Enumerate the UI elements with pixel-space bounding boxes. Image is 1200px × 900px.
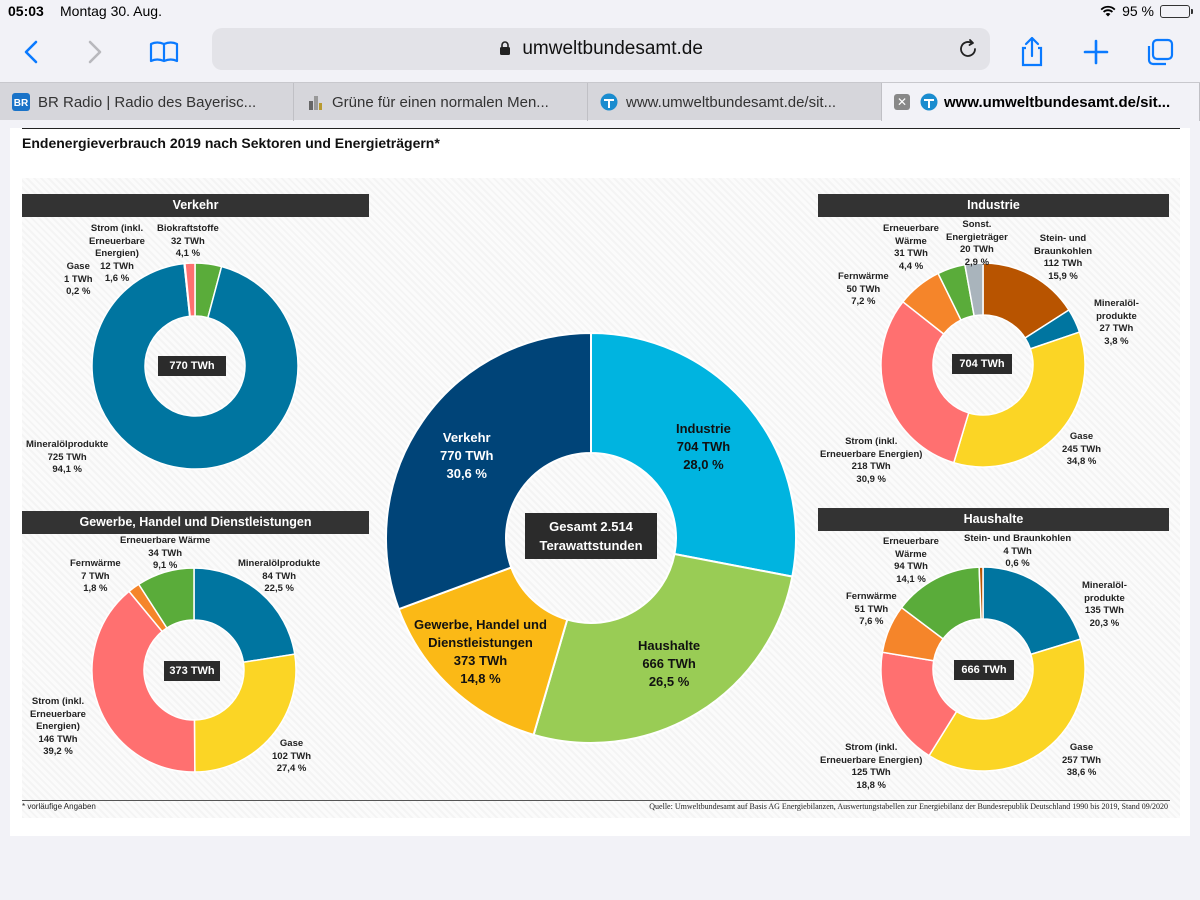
label-verkehr-biokraftstoffe: Biokraftstoffe 32 TWh 4,1 % [157, 223, 219, 259]
bookmarks-icon[interactable] [146, 34, 182, 70]
url-text: umweltbundesamt.de [522, 38, 703, 59]
address-bar[interactable]: umweltbundesamt.de [212, 28, 990, 70]
tab-gruene[interactable]: Grüne für einen normalen Men... [294, 83, 588, 121]
panel-header-ghd: Gewerbe, Handel und Dienstleistungen [22, 511, 369, 534]
tabs-overview-icon[interactable] [1142, 34, 1178, 70]
forward-icon[interactable] [76, 34, 112, 70]
panel-header-verkehr: Verkehr [22, 194, 369, 217]
tab-title: www.umweltbundesamt.de/sit... [944, 93, 1171, 111]
label-industrie-fernwaerme: Fernwärme 50 TWh 7,2 % [838, 271, 889, 307]
tab-title: Grüne für einen normalen Men... [332, 93, 549, 111]
industrie-slice-3 [880, 300, 970, 464]
panel-header-industrie: Industrie [818, 194, 1169, 217]
label-ghd-strom: Strom (inkl. Erneuerbare Energien) 146 TWh 3… [30, 696, 86, 757]
haushalte-slice-0 [982, 566, 1082, 656]
label-haushalte-strom: Strom (inkl. Erneuerbare Energien) 125 TWh… [820, 742, 923, 791]
label-industrie-gase: Gase 245 TWh 34,8 % [1062, 431, 1102, 467]
verkehr-total: 770 TWh [158, 356, 226, 376]
reload-icon[interactable] [956, 37, 980, 61]
status-right: 95 % [1100, 3, 1193, 19]
verkehr-slice-3 [184, 262, 196, 318]
tab-uba-active[interactable]: ✕ www.umweltbundesamt.de/sit... [882, 83, 1200, 121]
footnote: * vorläufige Angaben [22, 802, 96, 811]
battery-icon [1160, 4, 1193, 18]
close-tab-icon[interactable]: ✕ [894, 94, 910, 110]
back-icon[interactable] [14, 34, 50, 70]
status-bar: 05:03 Montag 30. Aug. 95 % [0, 0, 1200, 24]
ghd-slice-4 [137, 567, 195, 630]
big-label-ghd: Gewerbe, Handel und Dienstleistungen 373 T… [414, 617, 547, 686]
label-industrie-erneuerbare-waerme: Erneuerbare Wärme 31 TWh 4,4 % [883, 223, 939, 272]
uba-icon [600, 93, 618, 111]
source-note: Quelle: Umweltbundesamt auf Basis AG Ene… [649, 802, 1168, 811]
verkehr-slice-1 [91, 262, 299, 470]
tab-title: BR Radio | Radio des Bayerisc... [38, 93, 257, 111]
label-industrie-strom: Strom (inkl. Erneuerbare Energien) 218 TWh… [820, 436, 923, 485]
label-industrie-kohle: Stein- und Braunkohlen 112 TWh 15,9 % [1034, 233, 1093, 282]
industrie-slice-2 [952, 331, 1086, 468]
gesamt-slice-1 [532, 552, 794, 744]
haushalte-total: 666 TWh [954, 660, 1014, 680]
label-haushalte-kohle: Stein- und Braunkohlen 4 TWh 0,6 % [964, 533, 1072, 569]
browser-toolbar: umweltbundesamt.de [0, 24, 1200, 80]
tab-uba-1[interactable]: www.umweltbundesamt.de/sit... [588, 83, 882, 121]
label-haushalte-gase: Gase 257 TWh 38,6 % [1062, 742, 1102, 778]
label-ghd-erneuerbare-waerme: Erneuerbare Wärme 34 TWh 9,1 % [120, 535, 211, 571]
battery-percent: 95 % [1122, 3, 1154, 19]
gesamt-slice-3 [385, 331, 592, 611]
big-label-industrie: Industrie 704 TWh 28,0 % [676, 421, 731, 472]
label-ghd-gase: Gase 102 TWh 27,4 % [272, 738, 312, 774]
gesamt-slice-0 [590, 331, 797, 578]
br-icon: BR [12, 93, 30, 111]
label-ghd-fernwaerme: Fernwärme 7 TWh 1,8 % [70, 558, 121, 594]
wifi-icon [1100, 5, 1116, 17]
status-date: Montag 30. Aug. [60, 3, 162, 19]
label-verkehr-strom: Strom (inkl. Erneuerbare Energien) 12 TWh 1,… [89, 223, 145, 284]
industrie-total: 704 TWh [952, 354, 1012, 374]
label-haushalte-fernwaerme: Fernwärme 51 TWh 7,6 % [846, 591, 897, 627]
page-icon [309, 96, 322, 110]
ghd-slice-2 [91, 590, 196, 773]
label-verkehr-mineraloel: Mineralölprodukte 725 TWh 94,1 % [26, 439, 109, 475]
uba-icon [920, 93, 938, 111]
label-industrie-mineraloel: Mineralöl-produkte 27 TWh 3,8 % [1094, 298, 1139, 347]
label-ghd-mineraloel: Mineralölprodukte 84 TWh 22,5 % [238, 558, 321, 594]
label-haushalte-mineraloel: Mineralöl-produkte 135 TWh 20,3 % [1082, 580, 1127, 629]
industrie-slice-6 [963, 262, 984, 317]
new-tab-icon[interactable] [1078, 34, 1114, 70]
gesamt-line-1: Gesamt 2.514 [549, 519, 633, 534]
status-time: 05:03 [8, 3, 44, 19]
share-icon[interactable] [1014, 34, 1050, 70]
label-haushalte-erneuerbare-waerme: Erneuerbare Wärme 94 TWh 14,1 % [883, 536, 939, 585]
label-verkehr-gase: Gase 1 TWh 0,2 % [64, 261, 93, 297]
tab-bar: BR BR Radio | Radio des Bayerisc... Grün… [0, 82, 1200, 121]
footer-divider [22, 800, 1170, 801]
gesamt-slice-2 [397, 566, 569, 737]
ghd-slice-0 [193, 567, 296, 664]
lock-icon [500, 41, 511, 55]
page-title: Endenergieverbrauch 2019 nach Sektoren u… [22, 128, 1180, 158]
svg-text:BR: BR [14, 98, 29, 109]
gesamt-line-2: Terawattstunden [539, 538, 643, 553]
ghd-slice-1 [193, 653, 297, 773]
haushalte-slice-1 [928, 638, 1086, 772]
panel-header-haushalte: Haushalte [818, 508, 1169, 531]
haushalte-slice-5 [978, 566, 984, 620]
big-label-haushalte: Haushalte 666 TWh 26,5 % [638, 638, 701, 689]
gesamt-total: Gesamt 2.514 Terawattstunden [525, 513, 657, 559]
big-label-verkehr: Verkehr 770 TWh 30,6 % [440, 430, 494, 481]
label-industrie-sonstige: Sonst. Energieträger 20 TWh 2,9 % [946, 219, 1008, 268]
tab-title: www.umweltbundesamt.de/sit... [626, 93, 837, 111]
tab-br-radio[interactable]: BR BR Radio | Radio des Bayerisc... [0, 83, 294, 121]
ghd-total: 373 TWh [164, 661, 220, 681]
